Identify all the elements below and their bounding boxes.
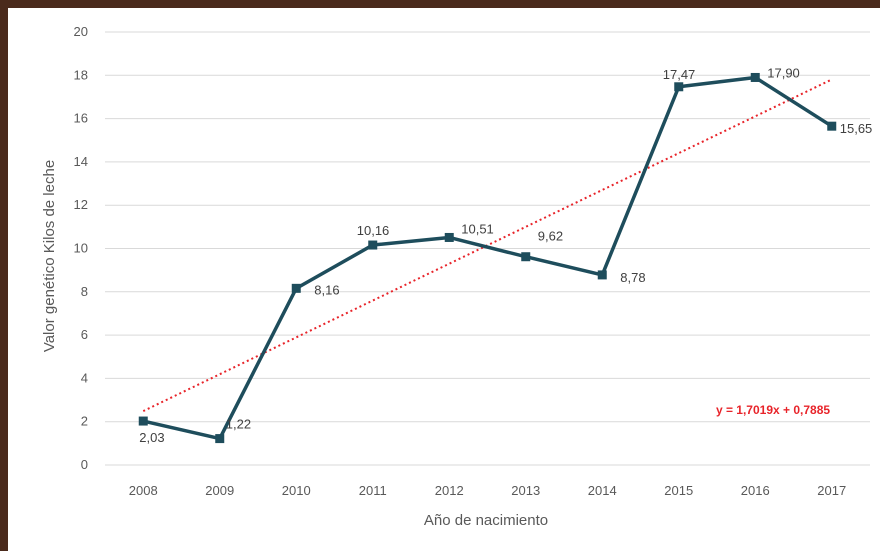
x-tick-label: 2014 [588,483,617,498]
series-line [142,75,833,441]
x-axis-title: Año de nacimiento [424,512,548,529]
y-axis-ticks: 0 2 4 6 8 10 12 14 16 18 20 [74,24,88,472]
x-tick-label: 2011 [359,483,387,498]
data-label: 8,78 [620,270,645,285]
data-label: 8,16 [314,282,339,297]
data-series [138,72,837,444]
y-tick-label: 2 [81,414,88,429]
data-point-marker [521,252,531,262]
trendline-equation: y = 1,7019x + 0,7885 [716,403,830,417]
y-tick-label: 14 [74,154,88,169]
data-point-marker [674,82,684,92]
y-tick-label: 6 [81,327,88,342]
x-tick-label: 2012 [435,483,464,498]
data-label: 15,65 [840,121,873,136]
y-tick-label: 16 [74,111,88,126]
data-point-marker [138,416,148,426]
y-tick-label: 8 [81,284,88,299]
chart-frame: 0 2 4 6 8 10 12 14 16 18 20 2008 2009 2010 2011 2012 20… [8,8,880,551]
data-label: 2,03 [139,430,164,445]
y-tick-label: 4 [81,370,88,385]
y-tick-label: 12 [74,197,88,212]
data-label: 17,47 [663,67,696,82]
data-point-marker [750,72,760,82]
data-point-marker [368,240,378,250]
data-point-marker [291,283,301,293]
x-tick-label: 2017 [817,483,846,498]
x-tick-label: 2008 [129,483,158,498]
data-point-marker [444,232,454,242]
data-labels: 2,03 1,22 8,16 10,16 10,51 9,62 8,78 17,47 17,90… [139,65,872,445]
data-label: 10,51 [461,221,494,236]
x-axis-ticks: 2008 2009 2010 2011 2012 2013 2014 2015 2016 2017 [129,483,846,498]
data-label: 9,62 [538,229,563,244]
y-tick-label: 20 [74,24,88,39]
x-tick-label: 2009 [205,483,234,498]
y-tick-label: 0 [81,457,88,472]
y-axis-title: Valor genético Kilos de leche [41,160,58,352]
data-point-marker [597,270,607,280]
data-point-marker [215,434,225,444]
data-point-marker [827,121,837,131]
x-tick-label: 2016 [741,483,770,498]
y-tick-label: 10 [74,241,88,256]
x-tick-label: 2013 [511,483,540,498]
data-label: 1,22 [226,417,251,432]
data-label: 17,90 [767,65,800,80]
x-tick-label: 2010 [282,483,311,498]
trendline [142,78,833,412]
x-tick-label: 2015 [664,483,693,498]
y-tick-label: 18 [74,67,88,82]
trendline-line [142,78,833,412]
data-label: 10,16 [357,223,390,238]
